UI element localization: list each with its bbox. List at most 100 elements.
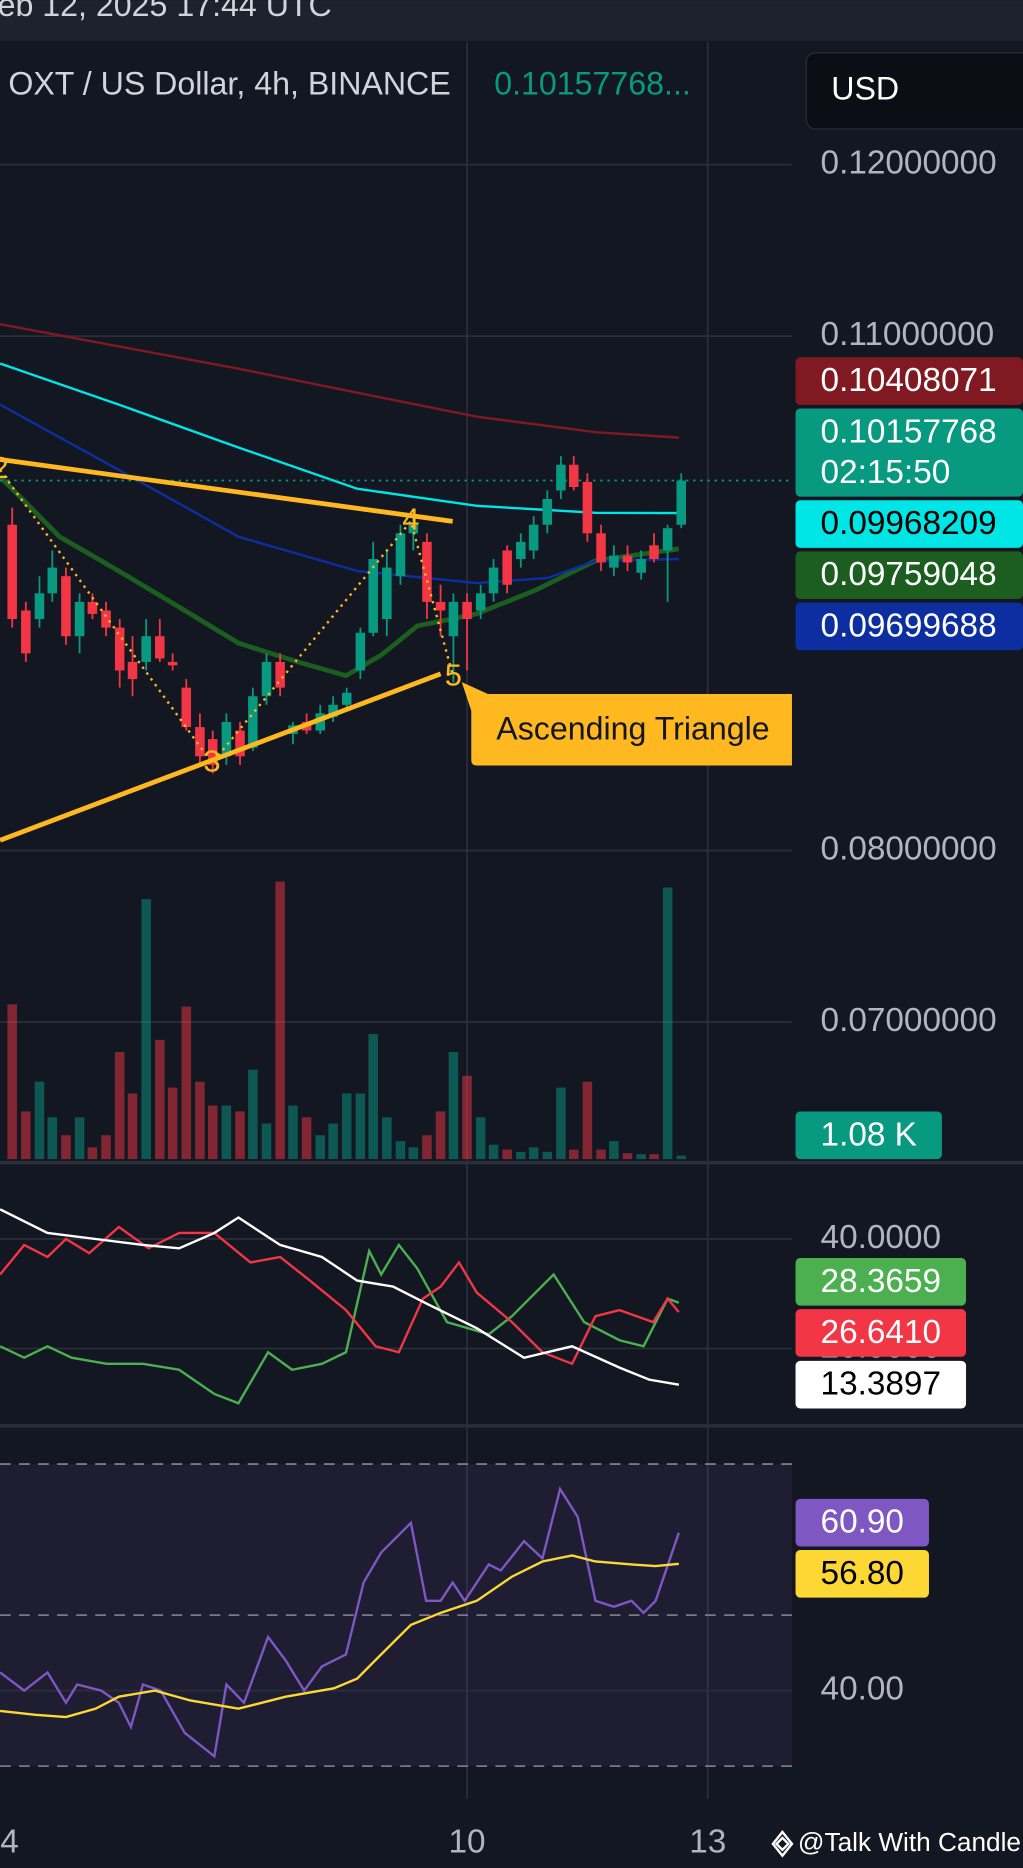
candle-body [355,632,366,671]
indicator-line [0,1208,680,1386]
price-label-box [795,1309,967,1357]
volume-layer [7,881,687,1160]
volume-bar [462,1075,472,1160]
candle-body [528,524,539,551]
value-label: 13.3897 [821,1366,941,1403]
price-label-box [795,357,1023,405]
candle-body [167,661,178,666]
pattern-point-label: 3 [203,743,220,778]
price-label-box [795,500,1023,548]
candle-body [275,661,285,688]
volume-bar [275,881,285,1160]
candle-body [662,528,673,551]
indicator-line [0,1485,680,1759]
value-label: 0.09759048 [821,556,997,593]
volume-bar [622,1153,633,1160]
volume-bar [141,899,151,1160]
candle-body [622,555,633,563]
volume-bar [21,1111,31,1160]
candle-body [207,739,218,765]
volume-bar [47,1117,58,1160]
timestamp: eb 12, 2025 17:44 UTC [0,0,332,23]
value-label: 0.09968209 [821,505,997,542]
candle-body [261,661,272,697]
watermark-icon [771,1830,794,1858]
volume-bar [74,1117,85,1160]
axis-layer: 4 10 13 0.12000000 0.11000000 0.08000000 0.070… [0,144,996,1860]
volume-bar [127,1093,138,1160]
candle-body [155,636,165,659]
candle-body [61,576,71,637]
candle-body [395,533,406,577]
volume-bar [649,1154,659,1160]
price-label-box [795,1111,942,1160]
candle-body [636,559,646,573]
value-label: 60.90 [821,1504,904,1541]
moving-average-line [0,322,679,439]
candle-body [7,524,17,620]
candle-body [127,661,138,680]
data-layer: 2 3 4 5 Ascending Triangle [0,322,792,1759]
top-bar [0,0,1023,41]
volume-bar [235,1111,245,1160]
candle-body [47,567,58,594]
volume-bar [488,1144,499,1160]
symbol-title: OXT / US Dollar, 4h, BINANCE [8,66,450,102]
pattern-point-label: 4 [402,501,419,536]
countdown-label: 02:15:50 [821,454,951,491]
volume-bar [221,1105,232,1160]
volume-bar [568,1149,579,1160]
volume-bar [662,887,673,1160]
currency-label[interactable]: USD [831,70,899,106]
volume-bar [355,1093,366,1160]
value-label: 56.80 [821,1555,904,1592]
x-tick-label: 4 [0,1824,19,1861]
volume-bar [261,1123,272,1160]
volume-bar [341,1093,352,1160]
candle-body [195,727,205,757]
indicator-line [0,1242,680,1405]
candle-body [382,567,392,620]
volume-bar [636,1154,646,1160]
candle-body [568,464,579,488]
candle-body [341,692,352,705]
candle-body [676,480,687,525]
candle-body [101,610,111,628]
price-label-box [795,602,1023,651]
candle-body [502,550,512,585]
price-label-box [795,1550,929,1598]
candle-body [181,687,192,728]
volume-bar [368,1034,378,1160]
trendline [0,671,442,843]
volume-bar [181,1006,192,1160]
currency-button[interactable] [805,52,1023,130]
pattern-zigzag [0,469,455,766]
volume-bar [596,1149,606,1160]
price-label-box [795,1498,929,1547]
price-label-box [795,1360,967,1409]
grid [0,42,792,1799]
y-tick-label: 0.07000000 [821,1002,997,1039]
moving-average-line [0,362,679,515]
x-tick-label: 10 [449,1824,486,1861]
volume-bar [248,1069,258,1160]
candle-body [221,721,232,757]
y-tick-label: 40.0000 [821,1219,941,1256]
candle-body [21,610,31,654]
candle-body [448,601,459,637]
candle-body [542,499,553,525]
x-tick-label: 13 [689,1824,726,1861]
candle-body [596,533,606,563]
price-labels: 0.10408071 0.10157768 02:15:50 0.09968209 0.… [795,357,1023,1598]
volume-bar [207,1105,218,1160]
y-tick-label: 0.08000000 [821,830,997,867]
volume-bar [34,1081,45,1160]
volume-bar [542,1151,553,1160]
candle-body [34,593,45,620]
volume-bar [61,1135,71,1160]
candle-body [235,730,245,757]
volume-bar [382,1117,392,1160]
pattern-point-label: 2 [0,450,9,485]
candle-body [516,541,526,560]
